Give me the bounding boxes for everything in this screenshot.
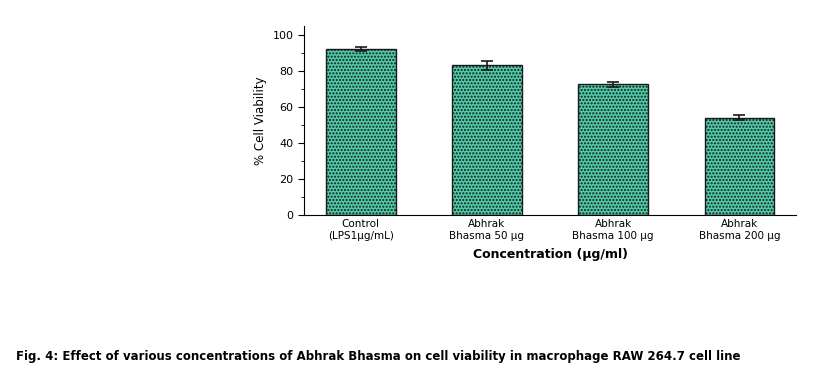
Bar <box>452 65 521 215</box>
Text: Fig. 4: Effect of various concentrations of Abhrak Bhasma on cell viability in m: Fig. 4: Effect of various concentrations… <box>16 350 741 363</box>
Bar <box>704 118 774 215</box>
Y-axis label: % Cell Viability: % Cell Viability <box>254 76 267 165</box>
Bar <box>326 49 396 215</box>
Bar <box>579 84 648 215</box>
X-axis label: Concentration (µg/ml): Concentration (µg/ml) <box>473 248 627 261</box>
